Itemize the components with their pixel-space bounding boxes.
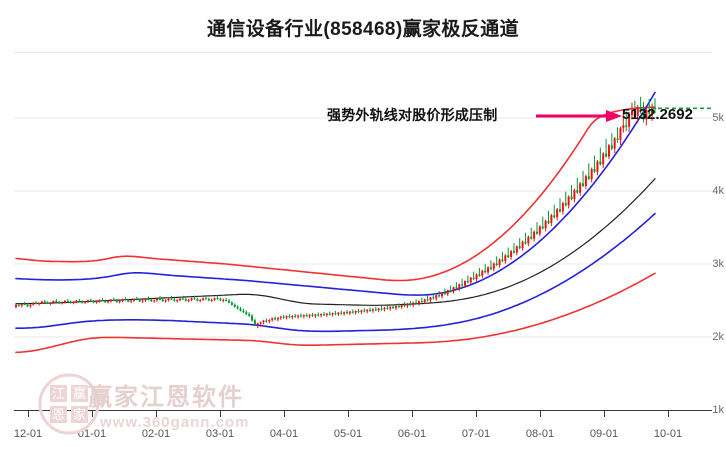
x-axis-tick-label: 08-01 [525,428,555,440]
x-axis-tick-label: 09-01 [589,428,619,440]
x-axis-tick-mark [92,411,93,417]
x-axis-tick-label: 06-01 [397,428,427,440]
arrow-right-icon [536,110,622,122]
y-axis-tick-label: 4k [712,185,724,197]
chart-title: 通信设备行业(858468)赢家极反通道 [206,19,520,40]
current-price-label: 5132.2692 [622,106,693,123]
x-axis-tick-label: 02-01 [141,428,171,440]
x-axis-tick-label: 12-01 [13,428,43,440]
x-axis-tick-mark [220,411,221,417]
x-axis-tick-mark [412,411,413,417]
y-axis-tick-label: 2k [712,331,724,343]
x-axis-tick-mark [604,411,605,417]
channel-bands [15,91,656,354]
x-axis-tick-mark [284,411,285,417]
chart-plot-area[interactable] [14,52,712,410]
x-axis-tick-label: 01-01 [77,428,107,440]
x-axis-tick-mark [156,411,157,417]
x-axis-tick-label: 07-01 [461,428,491,440]
annotation-label: 强势外轨线对股价形成压制 [327,107,498,123]
gridlines [14,52,712,338]
x-axis-tick-label: 05-01 [333,428,363,440]
x-axis-tick-mark [28,411,29,417]
chart-canvas [14,52,712,354]
x-axis-tick-mark [348,411,349,417]
x-axis-tick-label: 04-01 [269,428,299,440]
x-axis-tick-mark [668,411,669,417]
y-axis-tick-label: 1k [712,404,724,416]
x-axis-tick-mark [540,411,541,417]
x-axis-tick-label: 03-01 [205,428,235,440]
x-axis-tick-mark [476,411,477,417]
y-axis-tick-label: 3k [712,258,724,270]
candlestick-series [15,96,656,329]
x-axis-tick-label: 10-01 [653,428,683,440]
x-axis-line [14,410,712,411]
y-axis-tick-label: 5k [712,112,724,124]
